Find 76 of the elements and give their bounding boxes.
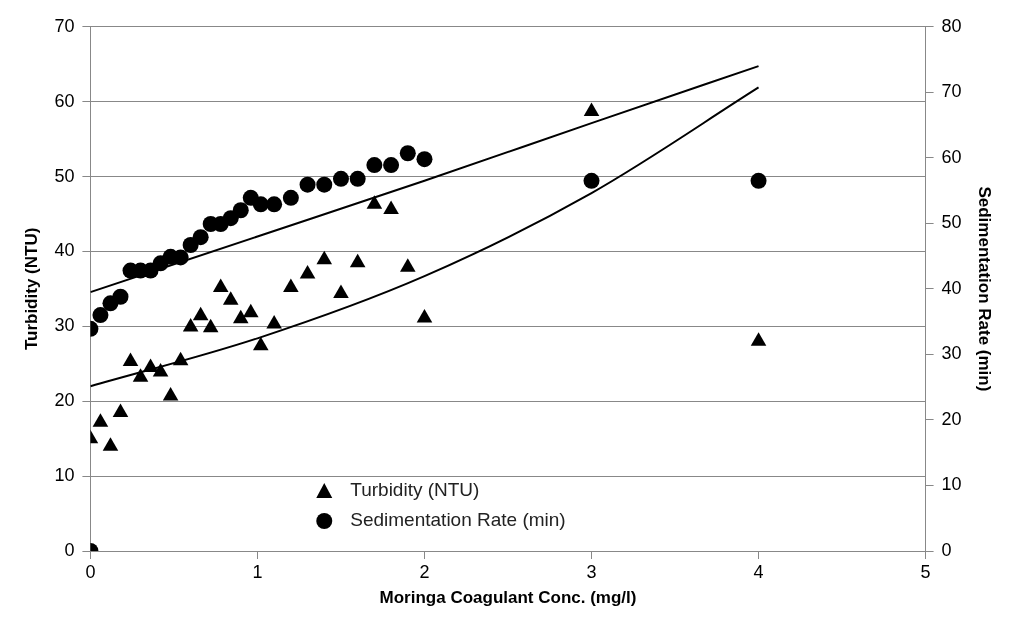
point bbox=[162, 386, 179, 401]
point bbox=[349, 253, 366, 268]
point bbox=[316, 250, 333, 265]
y2-tick-label: 20 bbox=[941, 408, 962, 429]
point bbox=[583, 172, 600, 189]
y-tick-label: 70 bbox=[54, 15, 75, 36]
x-tick-label: 1 bbox=[252, 561, 263, 582]
point bbox=[132, 368, 149, 382]
point bbox=[399, 145, 416, 162]
point bbox=[349, 170, 366, 187]
point bbox=[416, 309, 433, 323]
point bbox=[212, 278, 229, 292]
y2-tick-label: 70 bbox=[941, 81, 962, 102]
y-tick-label: 30 bbox=[54, 315, 75, 336]
point bbox=[192, 306, 209, 321]
y-axis-title: Turbidity (NTU) bbox=[21, 227, 41, 351]
y2-tick-label: 40 bbox=[941, 277, 962, 298]
point bbox=[266, 196, 283, 213]
point bbox=[222, 291, 239, 305]
point bbox=[232, 202, 249, 219]
y-tick-label: 10 bbox=[54, 465, 75, 486]
point bbox=[202, 318, 219, 333]
y-tick-label: 50 bbox=[54, 165, 75, 186]
y2-tick-label: 80 bbox=[941, 15, 962, 36]
point bbox=[92, 307, 109, 324]
point bbox=[92, 413, 109, 427]
x-tick-label: 3 bbox=[586, 561, 597, 582]
point bbox=[182, 318, 199, 332]
point bbox=[416, 151, 433, 168]
point bbox=[316, 176, 333, 193]
point bbox=[266, 315, 282, 329]
point bbox=[283, 278, 299, 292]
x-tick-label: 0 bbox=[85, 561, 96, 582]
legend-label: Turbidity (NTU) bbox=[350, 479, 480, 501]
y2-tick-label: 10 bbox=[941, 474, 962, 495]
point bbox=[366, 157, 383, 174]
y2-tick-label: 50 bbox=[941, 212, 962, 233]
point bbox=[383, 200, 399, 215]
point bbox=[192, 229, 209, 246]
point bbox=[102, 437, 119, 451]
y2-tick-label: 30 bbox=[941, 343, 962, 364]
point bbox=[112, 288, 129, 305]
point bbox=[142, 358, 159, 373]
point bbox=[152, 363, 169, 377]
point bbox=[399, 258, 416, 272]
y2-tick-label: 60 bbox=[941, 146, 962, 167]
point bbox=[242, 303, 259, 318]
y2-tick-label: 0 bbox=[941, 539, 952, 560]
point bbox=[750, 172, 767, 189]
y-tick-label: 20 bbox=[54, 390, 75, 411]
x-tick-label: 5 bbox=[920, 561, 931, 582]
point bbox=[252, 196, 269, 213]
point bbox=[232, 309, 249, 324]
point bbox=[332, 170, 349, 187]
point bbox=[583, 102, 600, 116]
point bbox=[383, 157, 400, 174]
point bbox=[299, 176, 316, 193]
y-tick-label: 40 bbox=[54, 240, 75, 261]
point bbox=[366, 195, 383, 209]
point bbox=[333, 284, 349, 298]
point bbox=[172, 351, 189, 366]
point bbox=[112, 403, 129, 417]
legend-label: Sedimentation Rate (min) bbox=[350, 509, 566, 531]
y-tick-label: 60 bbox=[54, 90, 75, 111]
point bbox=[750, 332, 767, 346]
point bbox=[253, 336, 269, 351]
point bbox=[122, 352, 139, 367]
point bbox=[299, 264, 316, 279]
line-series bbox=[90, 86, 760, 388]
y2-axis-title: Sedimentation Rate (min) bbox=[975, 186, 995, 392]
x-tick-label: 4 bbox=[753, 561, 764, 582]
y-tick-label: 0 bbox=[64, 539, 75, 560]
line-series bbox=[90, 65, 760, 294]
x-tick-label: 2 bbox=[419, 561, 430, 582]
x-axis-title: Moringa Coagulant Conc. (mg/l) bbox=[379, 588, 637, 608]
point bbox=[282, 189, 299, 206]
